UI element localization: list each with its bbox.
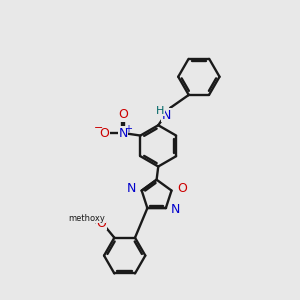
- Text: O: O: [96, 217, 106, 230]
- Text: O: O: [177, 182, 187, 195]
- Text: methoxy: methoxy: [68, 214, 105, 223]
- Text: H: H: [156, 106, 164, 116]
- Text: O: O: [118, 108, 128, 121]
- Text: −: −: [94, 123, 103, 133]
- Text: N: N: [127, 182, 136, 195]
- Text: N: N: [118, 127, 128, 140]
- Text: N: N: [171, 203, 181, 216]
- Text: O: O: [99, 127, 109, 140]
- Text: N: N: [162, 109, 171, 122]
- Text: +: +: [124, 124, 132, 134]
